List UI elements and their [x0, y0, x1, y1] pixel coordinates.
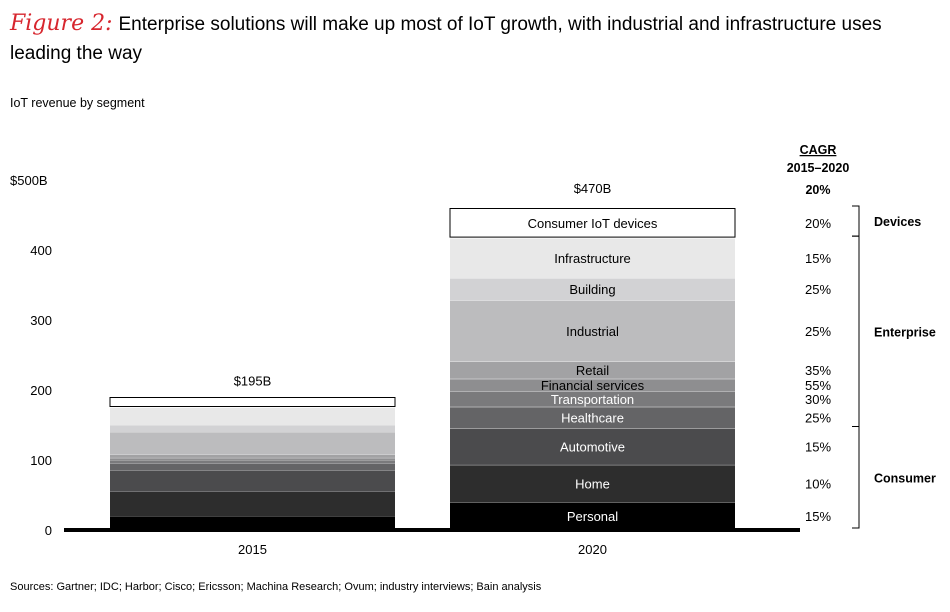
figure-label: Figure 2:	[10, 11, 113, 36]
cagr-value-retail: 35%	[805, 363, 831, 378]
figure-title: Enterprise solutions will make up most o…	[10, 14, 882, 64]
bar-2020-industrial	[450, 300, 735, 362]
bar-2015-home	[110, 491, 395, 516]
cagr-value-industrial: 25%	[805, 324, 831, 339]
y-tick-label-300: 300	[30, 313, 52, 328]
y-tick-label-200: 200	[30, 383, 52, 398]
y-tick-label-500: $500B	[10, 173, 48, 188]
cagr-value-building: 25%	[805, 282, 831, 297]
bar-2015-transportation	[110, 460, 395, 464]
x-category-label-2020: 2020	[578, 542, 607, 557]
segment-label-retail: Retail	[576, 363, 609, 378]
bar-2020-personal	[450, 502, 735, 530]
bar-2020-infrastructure	[450, 238, 735, 278]
segment-label-industrial: Industrial	[566, 324, 619, 339]
total-label-2020: $470B	[574, 181, 612, 196]
cagr-value-infrastructure: 15%	[805, 251, 831, 266]
bar-2020-retail	[450, 361, 735, 379]
bar-2015-building	[110, 425, 395, 432]
total-label-2015: $195B	[234, 374, 272, 389]
bar-2020-financial-services	[450, 378, 735, 392]
bar-2020-consumer-iot-devices	[449, 208, 736, 238]
source-note: Sources: Gartner; IDC; Harbor; Cisco; Er…	[10, 581, 542, 593]
segment-label-personal: Personal	[567, 509, 618, 524]
cagr-value-automotive: 15%	[805, 440, 831, 455]
figure-title-block: Figure 2: Enterprise solutions will make …	[10, 9, 945, 68]
bar-2015-consumer-iot-devices	[109, 397, 396, 407]
bar-2015-healthcare	[110, 463, 395, 471]
group-label-enterprise: Enterprise	[874, 325, 936, 339]
segment-label-financial-services: Financial services	[541, 378, 645, 393]
bar-2020-transportation	[450, 391, 735, 407]
cagr-total-value: 20%	[805, 183, 830, 197]
cagr-header: CAGR	[800, 143, 837, 157]
cagr-period-header: 2015–2020	[787, 161, 850, 175]
group-bracket-enterprise	[852, 235, 860, 427]
cagr-value-personal: 15%	[805, 509, 831, 524]
y-tick-label-0: 0	[45, 523, 52, 538]
cagr-value-home: 10%	[805, 476, 831, 491]
bar-2015-infrastructure	[110, 407, 395, 425]
cagr-value-healthcare: 25%	[805, 411, 831, 426]
bar-2020-building	[450, 278, 735, 301]
segment-label-automotive: Automotive	[560, 440, 625, 455]
cagr-value-consumer-iot-devices: 20%	[805, 216, 831, 231]
bar-2015-retail	[110, 454, 395, 458]
y-tick-label-400: 400	[30, 243, 52, 258]
group-label-consumer: Consumer	[874, 471, 936, 485]
segment-label-building: Building	[569, 282, 615, 297]
bar-2015-personal	[110, 516, 395, 530]
segment-label-transportation: Transportation	[551, 392, 634, 407]
bar-2020-healthcare	[450, 406, 735, 429]
bar-2020-automotive	[450, 428, 735, 465]
bar-2015-financial-services	[110, 457, 395, 460]
segment-label-consumer-iot-devices: Consumer IoT devices	[528, 216, 658, 231]
group-bracket-consumer	[852, 426, 860, 529]
cagr-value-financial-services: 55%	[805, 378, 831, 393]
cagr-value-transportation: 30%	[805, 392, 831, 407]
y-tick-label-100: 100	[30, 453, 52, 468]
segment-label-home: Home	[575, 476, 610, 491]
chart-subtitle: IoT revenue by segment	[10, 96, 145, 110]
segment-label-infrastructure: Infrastructure	[554, 251, 631, 266]
bar-2015-industrial	[110, 432, 395, 455]
x-category-label-2015: 2015	[238, 542, 267, 557]
bar-2020-home	[450, 464, 735, 502]
group-label-devices: Devices	[874, 215, 921, 229]
group-bracket-devices	[852, 205, 860, 237]
segment-label-healthcare: Healthcare	[561, 411, 624, 426]
x-axis-line	[64, 528, 800, 532]
bar-2015-automotive	[110, 470, 395, 492]
